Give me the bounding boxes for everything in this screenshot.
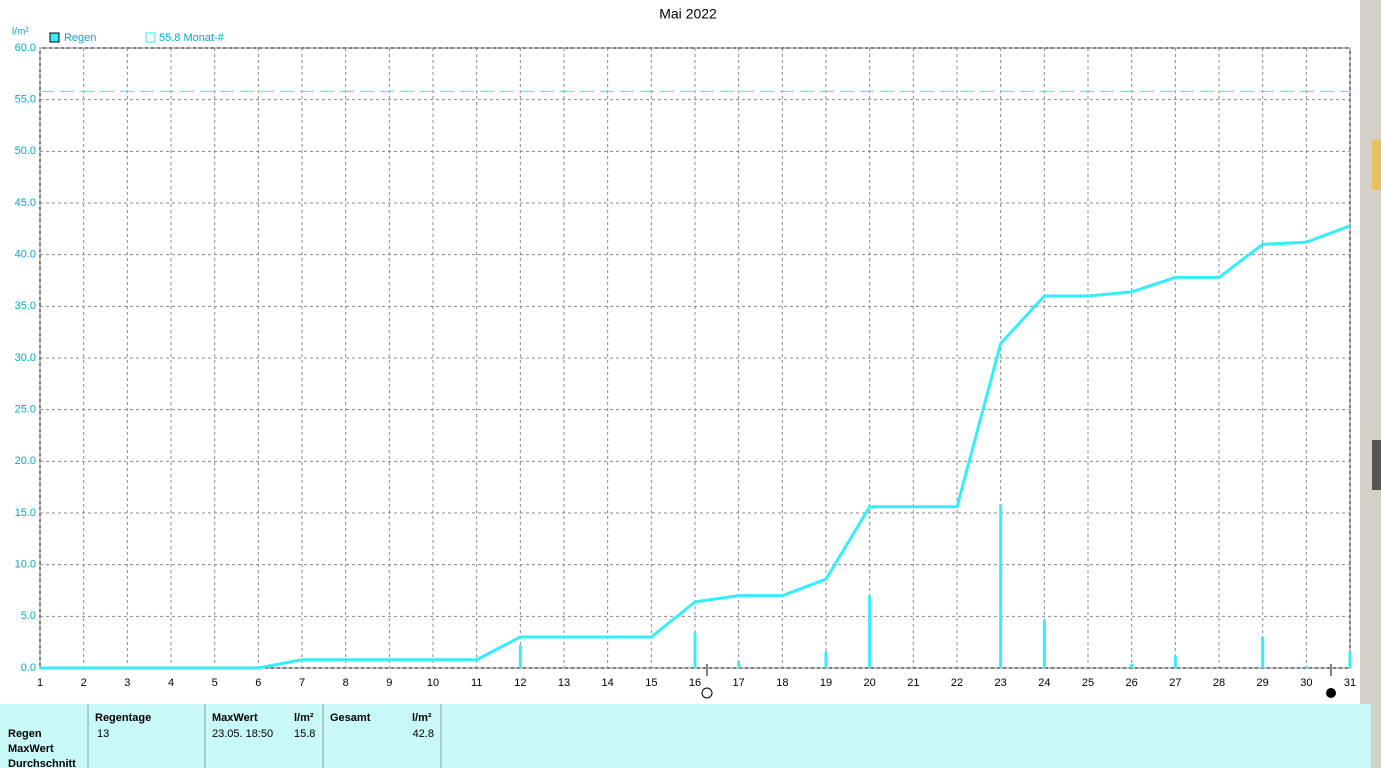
x-tick-label: 7 xyxy=(299,677,305,689)
x-tick-label: 14 xyxy=(602,677,614,689)
x-tick-label: 23 xyxy=(995,677,1007,689)
legend-label: Regen xyxy=(64,32,96,44)
cell: 13 xyxy=(97,728,109,740)
y-tick-label: 60.0 xyxy=(15,42,36,54)
bar xyxy=(518,645,522,668)
x-tick-label: 22 xyxy=(951,677,963,689)
y-tick-label: 20.0 xyxy=(15,455,36,467)
y-tick-label: 50.0 xyxy=(15,145,36,157)
cell: 42.8 xyxy=(413,728,434,740)
x-tick-label: 10 xyxy=(427,677,439,689)
desktop-icon xyxy=(1372,140,1381,190)
chart-title: Mai 2022 xyxy=(659,6,717,22)
x-tick-label: 29 xyxy=(1257,677,1269,689)
x-tick-label: 18 xyxy=(776,677,788,689)
y-unit: l/m² xyxy=(12,27,29,38)
column-header: l/m² xyxy=(412,712,432,724)
x-tick-label: 27 xyxy=(1169,677,1181,689)
row-label: MaxWert xyxy=(8,743,54,755)
y-tick-label: 55.0 xyxy=(15,94,36,106)
y-tick-label: 30.0 xyxy=(15,352,36,364)
row-label: Regen xyxy=(8,728,42,740)
x-tick-label: 26 xyxy=(1126,677,1138,689)
desktop-strip xyxy=(1360,0,1381,768)
x-tick-label: 19 xyxy=(820,677,832,689)
bar xyxy=(868,595,872,668)
bar xyxy=(737,661,741,668)
x-tick-label: 24 xyxy=(1038,677,1050,689)
x-tick-label: 15 xyxy=(645,677,657,689)
bar xyxy=(824,651,828,668)
x-tick-label: 1 xyxy=(37,677,43,689)
x-tick-label: 5 xyxy=(212,677,218,689)
legend-swatch xyxy=(49,32,60,43)
column-header: Regentage xyxy=(95,712,151,724)
x-tick-label: 25 xyxy=(1082,677,1094,689)
x-tick-label: 13 xyxy=(558,677,570,689)
row-label: Durchschnitt xyxy=(8,758,76,768)
bar xyxy=(1261,637,1265,668)
y-tick-label: 45.0 xyxy=(15,197,36,209)
y-tick-label: 10.0 xyxy=(15,559,36,571)
bar xyxy=(1304,665,1308,668)
column-header: l/m² xyxy=(294,712,314,724)
x-tick-label: 21 xyxy=(907,677,919,689)
column-header: Gesamt xyxy=(330,712,371,724)
legend-swatch xyxy=(145,32,156,43)
y-tick-label: 25.0 xyxy=(15,404,36,416)
cell: 15.8 xyxy=(294,728,315,740)
bar xyxy=(999,504,1003,668)
x-tick-label: 17 xyxy=(733,677,745,689)
x-tick-label: 9 xyxy=(386,677,392,689)
line xyxy=(40,224,1351,670)
bar xyxy=(1042,620,1046,668)
column-header: MaxWert xyxy=(212,712,258,724)
cell: 23.05. 18:50 xyxy=(212,728,273,740)
x-tick-label: 3 xyxy=(124,677,130,689)
moon-symbol xyxy=(701,687,713,699)
y-tick-label: 0.0 xyxy=(21,662,36,674)
x-tick-label: 28 xyxy=(1213,677,1225,689)
x-tick-label: 12 xyxy=(514,677,526,689)
x-tick-label: 30 xyxy=(1300,677,1312,689)
y-tick-label: 35.0 xyxy=(15,300,36,312)
moon-symbol xyxy=(1326,688,1336,698)
x-tick-label: 20 xyxy=(864,677,876,689)
x-tick-label: 2 xyxy=(81,677,87,689)
x-tick-label: 31 xyxy=(1344,677,1356,689)
x-tick-label: 4 xyxy=(168,677,174,689)
desktop-icon xyxy=(1372,440,1381,490)
bar xyxy=(1173,655,1177,668)
x-tick-label: 16 xyxy=(689,677,701,689)
bar xyxy=(1348,651,1352,668)
table-bg xyxy=(0,704,1371,768)
y-tick-label: 40.0 xyxy=(15,249,36,261)
legend-label: 55.8 Monat-# xyxy=(159,32,225,44)
y-tick-label: 5.0 xyxy=(21,610,36,622)
y-tick-label: 15.0 xyxy=(15,507,36,519)
bar xyxy=(693,632,697,668)
x-tick-label: 11 xyxy=(471,677,482,689)
bar xyxy=(1130,663,1134,668)
x-tick-label: 6 xyxy=(255,677,261,689)
x-tick-label: 8 xyxy=(343,677,349,689)
